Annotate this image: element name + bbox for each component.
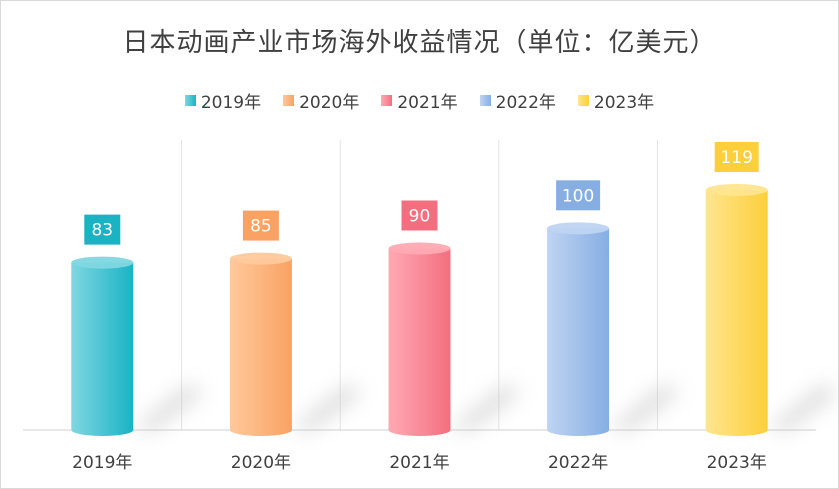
legend-label: 2022年 [495, 93, 556, 113]
chart-title: 日本动画产业市场海外收益情况（单位：亿美元） [122, 28, 717, 58]
data-label: 90 [409, 206, 431, 226]
bar-top [71, 256, 134, 269]
bar-top [388, 242, 451, 255]
bar-top [229, 252, 292, 265]
x-tick-label: 2019年 [72, 453, 132, 473]
bar [71, 262, 134, 437]
legend-label: 2020年 [299, 93, 360, 113]
legend-swatch [381, 95, 393, 106]
bar-shadow [450, 385, 521, 430]
bar [705, 190, 768, 437]
data-label: 119 [720, 148, 752, 168]
bar-shadow [291, 385, 362, 430]
legend-item: 2022年 [479, 88, 556, 113]
legend-swatch [479, 95, 491, 106]
legend-swatch [184, 95, 196, 106]
data-label: 85 [250, 217, 272, 237]
data-label: 83 [91, 221, 113, 241]
legend-swatch [283, 95, 295, 106]
legend-label: 2023年 [593, 93, 655, 113]
data-label-box [84, 214, 121, 245]
x-tick-label: 2023年 [707, 453, 767, 473]
bar-shadow [133, 385, 204, 430]
bar-shadow [767, 385, 838, 430]
data-label-box [556, 180, 601, 211]
bar [547, 228, 610, 437]
data-label: 100 [562, 186, 594, 206]
legend-label: 2021年 [397, 93, 458, 113]
chart-legend: 2019年 2020年 2021年 2022年 2023年 [0, 88, 839, 113]
data-label-box [401, 200, 438, 231]
legend-item: 2021年 [381, 88, 458, 113]
legend-item: 2020年 [283, 88, 359, 113]
bar [229, 258, 292, 436]
bar [388, 248, 451, 437]
legend-swatch [577, 95, 589, 106]
legend-item: 2019年 [184, 88, 262, 113]
x-tick-label: 2020年 [231, 453, 291, 473]
bar-top [705, 184, 768, 196]
data-label-box [714, 142, 759, 172]
x-tick-label: 2021年 [389, 453, 449, 473]
x-tick-label: 2022年 [548, 453, 608, 473]
bar-shadow [609, 385, 680, 430]
bar-top [547, 222, 610, 235]
legend-label: 2019年 [200, 93, 262, 113]
data-label-box [242, 210, 279, 241]
legend-item: 2023年 [577, 88, 655, 113]
